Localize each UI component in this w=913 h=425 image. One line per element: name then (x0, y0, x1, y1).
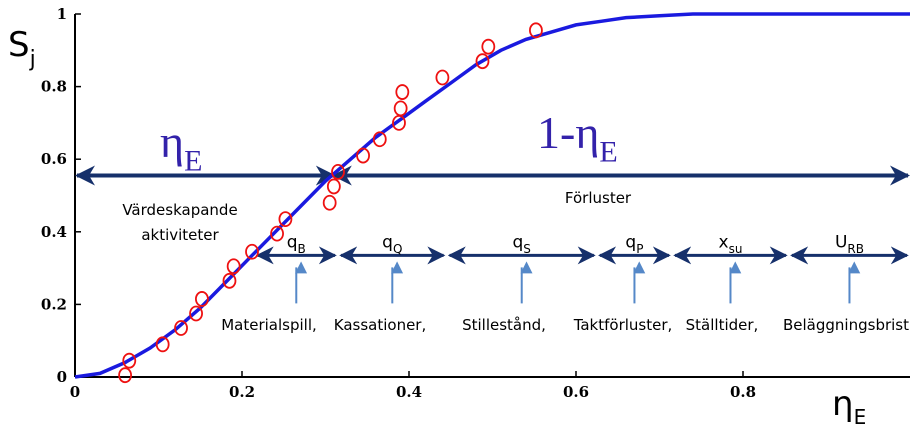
loss-symbol: qS (513, 232, 531, 255)
data-point (226, 258, 241, 275)
loss-category-label: Stillestånd, (462, 316, 546, 334)
loss-symbol-main: q (287, 232, 298, 252)
data-point (529, 22, 543, 39)
loss-symbol: qQ (382, 232, 402, 255)
x-tick-label: 0.4 (396, 383, 422, 401)
x-axis-label: ηE (832, 384, 866, 425)
data-point (278, 211, 293, 227)
x-tick-label: 0.6 (563, 383, 589, 401)
loss-symbol-sub: B (298, 242, 306, 256)
y-tick-label: 0.6 (41, 150, 67, 168)
y-axis-label: Sj (8, 25, 36, 72)
loss-category-label: Beläggningsbrist (783, 316, 909, 334)
data-point (356, 147, 370, 164)
x-tick-label: 0.2 (229, 383, 255, 401)
loss-symbol-sub: P (636, 242, 643, 256)
y-axis-label-sub: j (29, 47, 36, 72)
x-tick-label: 0.8 (730, 383, 756, 401)
loss-category-label: Materialspill, (221, 316, 317, 334)
loss-symbol-main: q (513, 232, 524, 252)
data-point (322, 194, 337, 211)
loss-symbol: qB (287, 232, 306, 255)
data-point (372, 131, 387, 148)
x-axis-label-main: η (832, 384, 854, 424)
data-point (481, 38, 496, 55)
data-point (326, 178, 341, 195)
one-minus-eta-e-label: 1-ηE (537, 107, 618, 169)
y-tick-label: 0.2 (41, 295, 67, 313)
eta-e-label-main: η (160, 116, 184, 167)
loss-symbol-sub: Q (393, 242, 402, 256)
data-point (395, 84, 410, 100)
losses-label: Förluster (565, 189, 632, 207)
loss-symbol-main: q (382, 232, 393, 252)
x-axis-label-sub: E (854, 405, 867, 425)
data-point (245, 243, 259, 260)
loss-symbol: qP (625, 232, 643, 255)
data-point (222, 272, 237, 289)
data-point (174, 320, 188, 336)
y-tick-label: 0.4 (41, 223, 67, 241)
y-axis-label-main: S (8, 25, 30, 65)
loss-category-label: Ställtider, (686, 316, 759, 334)
loss-symbol-sub: su (729, 242, 743, 256)
loss-symbol: xsu (719, 232, 743, 255)
loss-symbol-main: x (719, 232, 729, 252)
loss-category-label: Taktförluster, (573, 316, 673, 334)
data-point (393, 100, 408, 117)
y-tick-label: 0.8 (41, 78, 67, 96)
loss-symbol: URB (835, 232, 864, 255)
data-point (435, 69, 450, 86)
one-minus-eta-e-label-main: 1-η (537, 107, 599, 158)
loss-symbol-main: U (835, 232, 847, 252)
y-tick-label: 0 (57, 368, 67, 386)
y-tick-label: 1 (57, 5, 67, 23)
value-adding-label: aktiviteter (141, 226, 219, 244)
data-point (189, 305, 203, 322)
data-point (195, 291, 209, 307)
loss-category-label: Kassationer, (334, 316, 426, 334)
eta-e-label-sub: E (184, 145, 202, 178)
loss-symbol-main: q (625, 232, 636, 252)
data-point (331, 164, 345, 180)
data-point (155, 336, 170, 353)
eta-e-label: ηE (160, 116, 202, 178)
data-point (270, 225, 284, 242)
data-point (118, 367, 132, 384)
value-adding-label: Värdeskapande (122, 201, 237, 219)
one-minus-eta-e-label-sub: E (599, 136, 617, 169)
loss-symbol-sub: RB (847, 242, 864, 256)
data-point (475, 53, 490, 70)
loss-symbol-sub: S (523, 242, 531, 256)
x-tick-label: 0 (70, 383, 80, 401)
data-point (122, 352, 137, 369)
